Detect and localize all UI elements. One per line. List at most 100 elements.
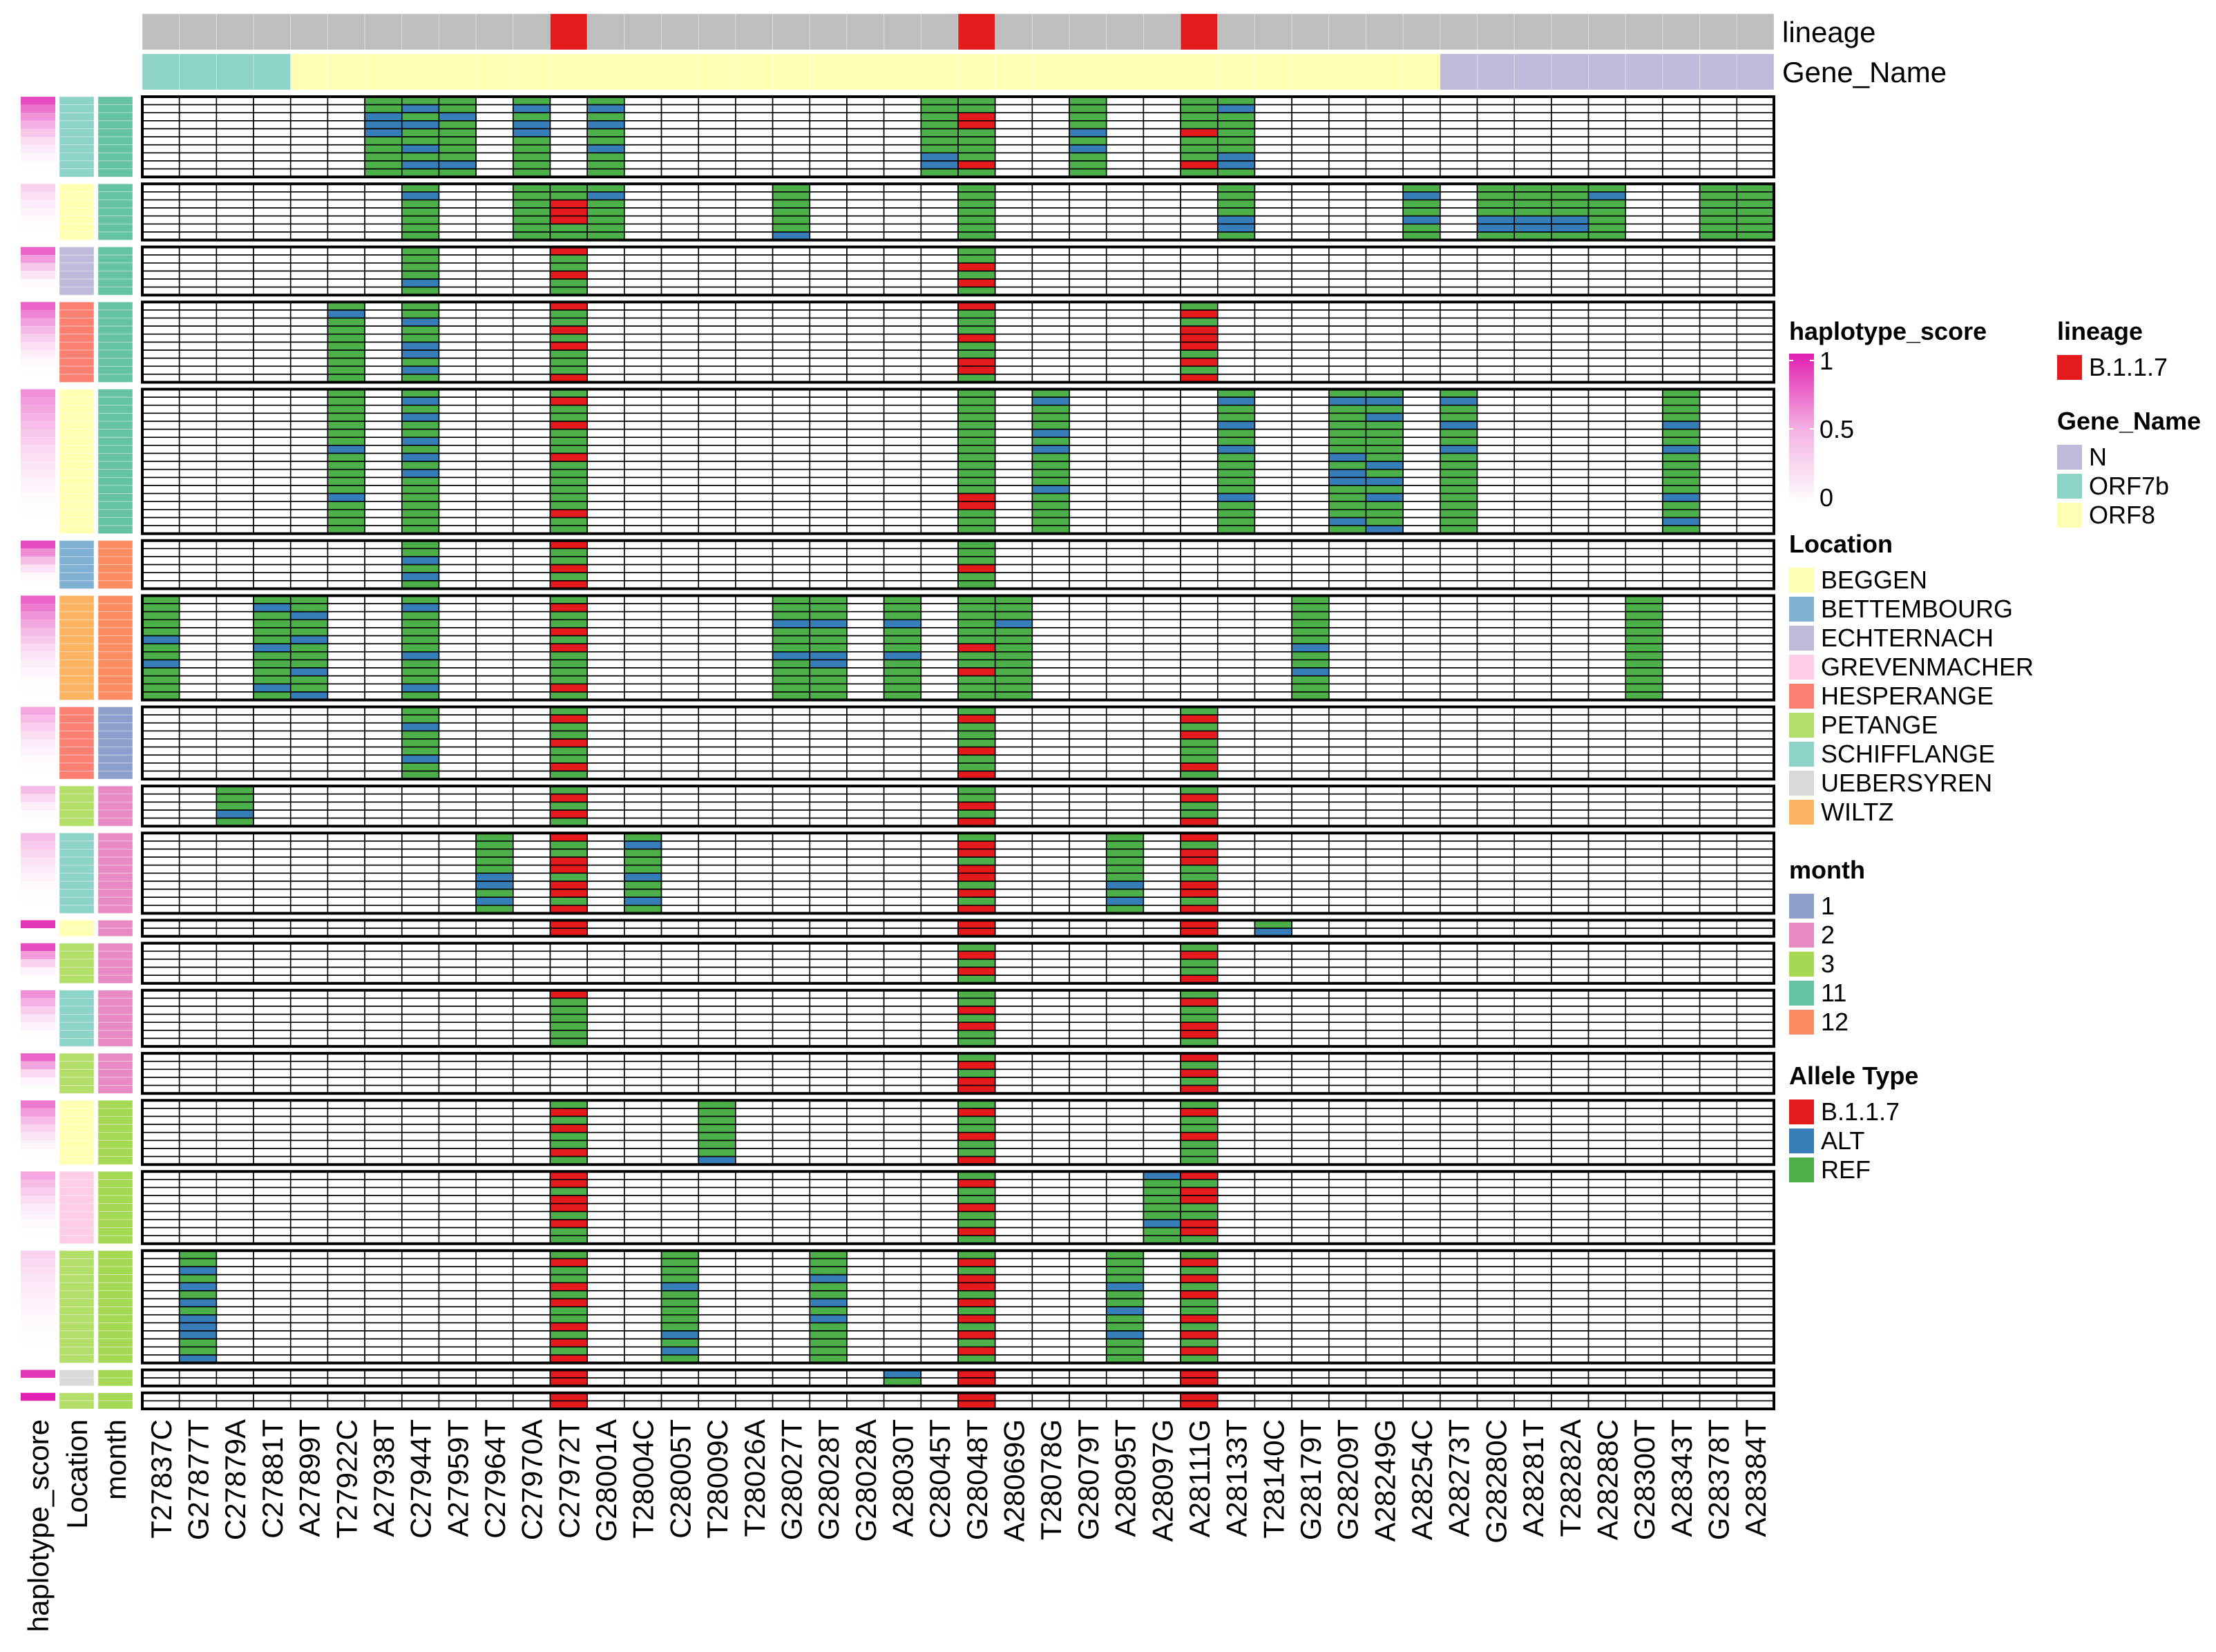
heatmap-cell [438,421,477,430]
heatmap-cell [475,412,514,422]
heatmap-cell [142,191,180,201]
haplotype-score-cell [21,731,55,739]
heatmap-cell [1587,603,1627,613]
heatmap-cell [1254,357,1292,367]
heatmap-cell [327,848,365,858]
heatmap-cell [475,754,514,764]
location-cell [59,396,95,406]
heatmap-cell [216,404,254,414]
heatmap-cell [438,675,477,685]
heatmap-cell [1254,738,1292,748]
heatmap-cell [1069,128,1107,137]
heatmap-cell [1365,270,1404,280]
heatmap-cell [327,881,365,890]
heatmap-cell [1736,572,1775,582]
heatmap-cell [957,152,996,162]
heatmap-cell [1069,262,1107,272]
heatmap-cell [883,509,922,519]
heatmap-cell [1143,556,1181,566]
heatmap-cell [1699,603,1738,613]
heatmap-cell [401,485,440,494]
heatmap-cell [1105,888,1145,898]
heatmap-cell [401,461,440,470]
heatmap-cell [660,357,700,367]
heatmap-cell [1440,160,1478,170]
heatmap-cell [1328,477,1367,486]
month-cell [97,349,133,359]
heatmap-cell [1143,485,1181,494]
heatmap-cell [1216,564,1256,573]
heatmap-cell [1625,357,1663,367]
heatmap-cell [772,872,811,882]
heatmap-cell [1069,120,1107,130]
heatmap-cell [178,445,218,454]
heatmap-cell [1291,683,1330,693]
heatmap-cell [475,317,514,327]
heatmap-cell [846,152,885,162]
heatmap-cell [586,659,625,669]
heatmap-cell [846,325,885,335]
heatmap-cell [1291,191,1330,201]
heatmap-cell [735,881,774,890]
heatmap-cell [809,325,848,335]
heatmap-cell [178,144,218,154]
heatmap-cell [1180,477,1219,486]
heatmap-cell [1365,841,1404,850]
heatmap-cell [1069,396,1107,406]
heatmap-cell [475,270,514,280]
gene-annotation-cell [1328,53,1367,90]
heatmap-cell [1736,809,1775,819]
heatmap-cell [920,452,959,462]
heatmap-cell [1662,848,1701,858]
heatmap-cell [289,801,329,811]
heatmap-cell [1328,864,1367,874]
month-cell [97,278,133,288]
heatmap-cell [994,160,1033,170]
heatmap-cell [772,619,811,628]
heatmap-cell [1069,485,1107,494]
heatmap-cell [364,564,403,573]
heatmap-cell [1699,966,1738,976]
heatmap-cell [846,223,885,233]
heatmap-cell [1254,199,1292,209]
heatmap-cell [1587,254,1627,264]
heatmap-cell [327,421,365,430]
heatmap-cell [1143,841,1181,850]
heatmap-cell [1551,445,1589,454]
heatmap-cell [1291,627,1330,637]
heatmap-cell [1736,738,1775,748]
heatmap-cell [1105,809,1145,819]
heatmap-cell [1551,262,1589,272]
heatmap-cell [1328,357,1367,367]
heatmap-cell [883,659,922,669]
heatmap-cell [438,714,477,724]
heatmap-cell [846,722,885,732]
haplotype-score-cell [21,469,55,478]
heatmap-cell [586,517,625,526]
heatmap-cell [401,801,440,811]
heatmap-cell [1662,801,1701,811]
heatmap-cell [216,128,254,137]
heatmap-cell [1069,160,1107,170]
heatmap-cell [253,112,292,122]
heatmap-cell [513,120,551,130]
heatmap-cell [475,746,514,756]
heatmap-cell [1699,659,1738,669]
heatmap-cell [1699,896,1738,906]
heatmap-cell [920,888,959,898]
heatmap-cell [216,461,254,470]
heatmap-cell [1551,501,1589,510]
heatmap-cell [1031,262,1070,272]
heatmap-cell [142,136,180,146]
heatmap-cell [438,215,477,225]
group-border [141,919,1775,938]
heatmap-cell [216,627,254,637]
heatmap-cell [475,950,514,960]
heatmap-cell [253,128,292,137]
heatmap-cell [1440,1006,1478,1015]
heatmap-cell [1662,485,1701,494]
heatmap-cell [289,881,329,890]
heatmap-cell [1143,365,1181,375]
heatmap-cell [1180,603,1219,613]
heatmap-cell [809,120,848,130]
